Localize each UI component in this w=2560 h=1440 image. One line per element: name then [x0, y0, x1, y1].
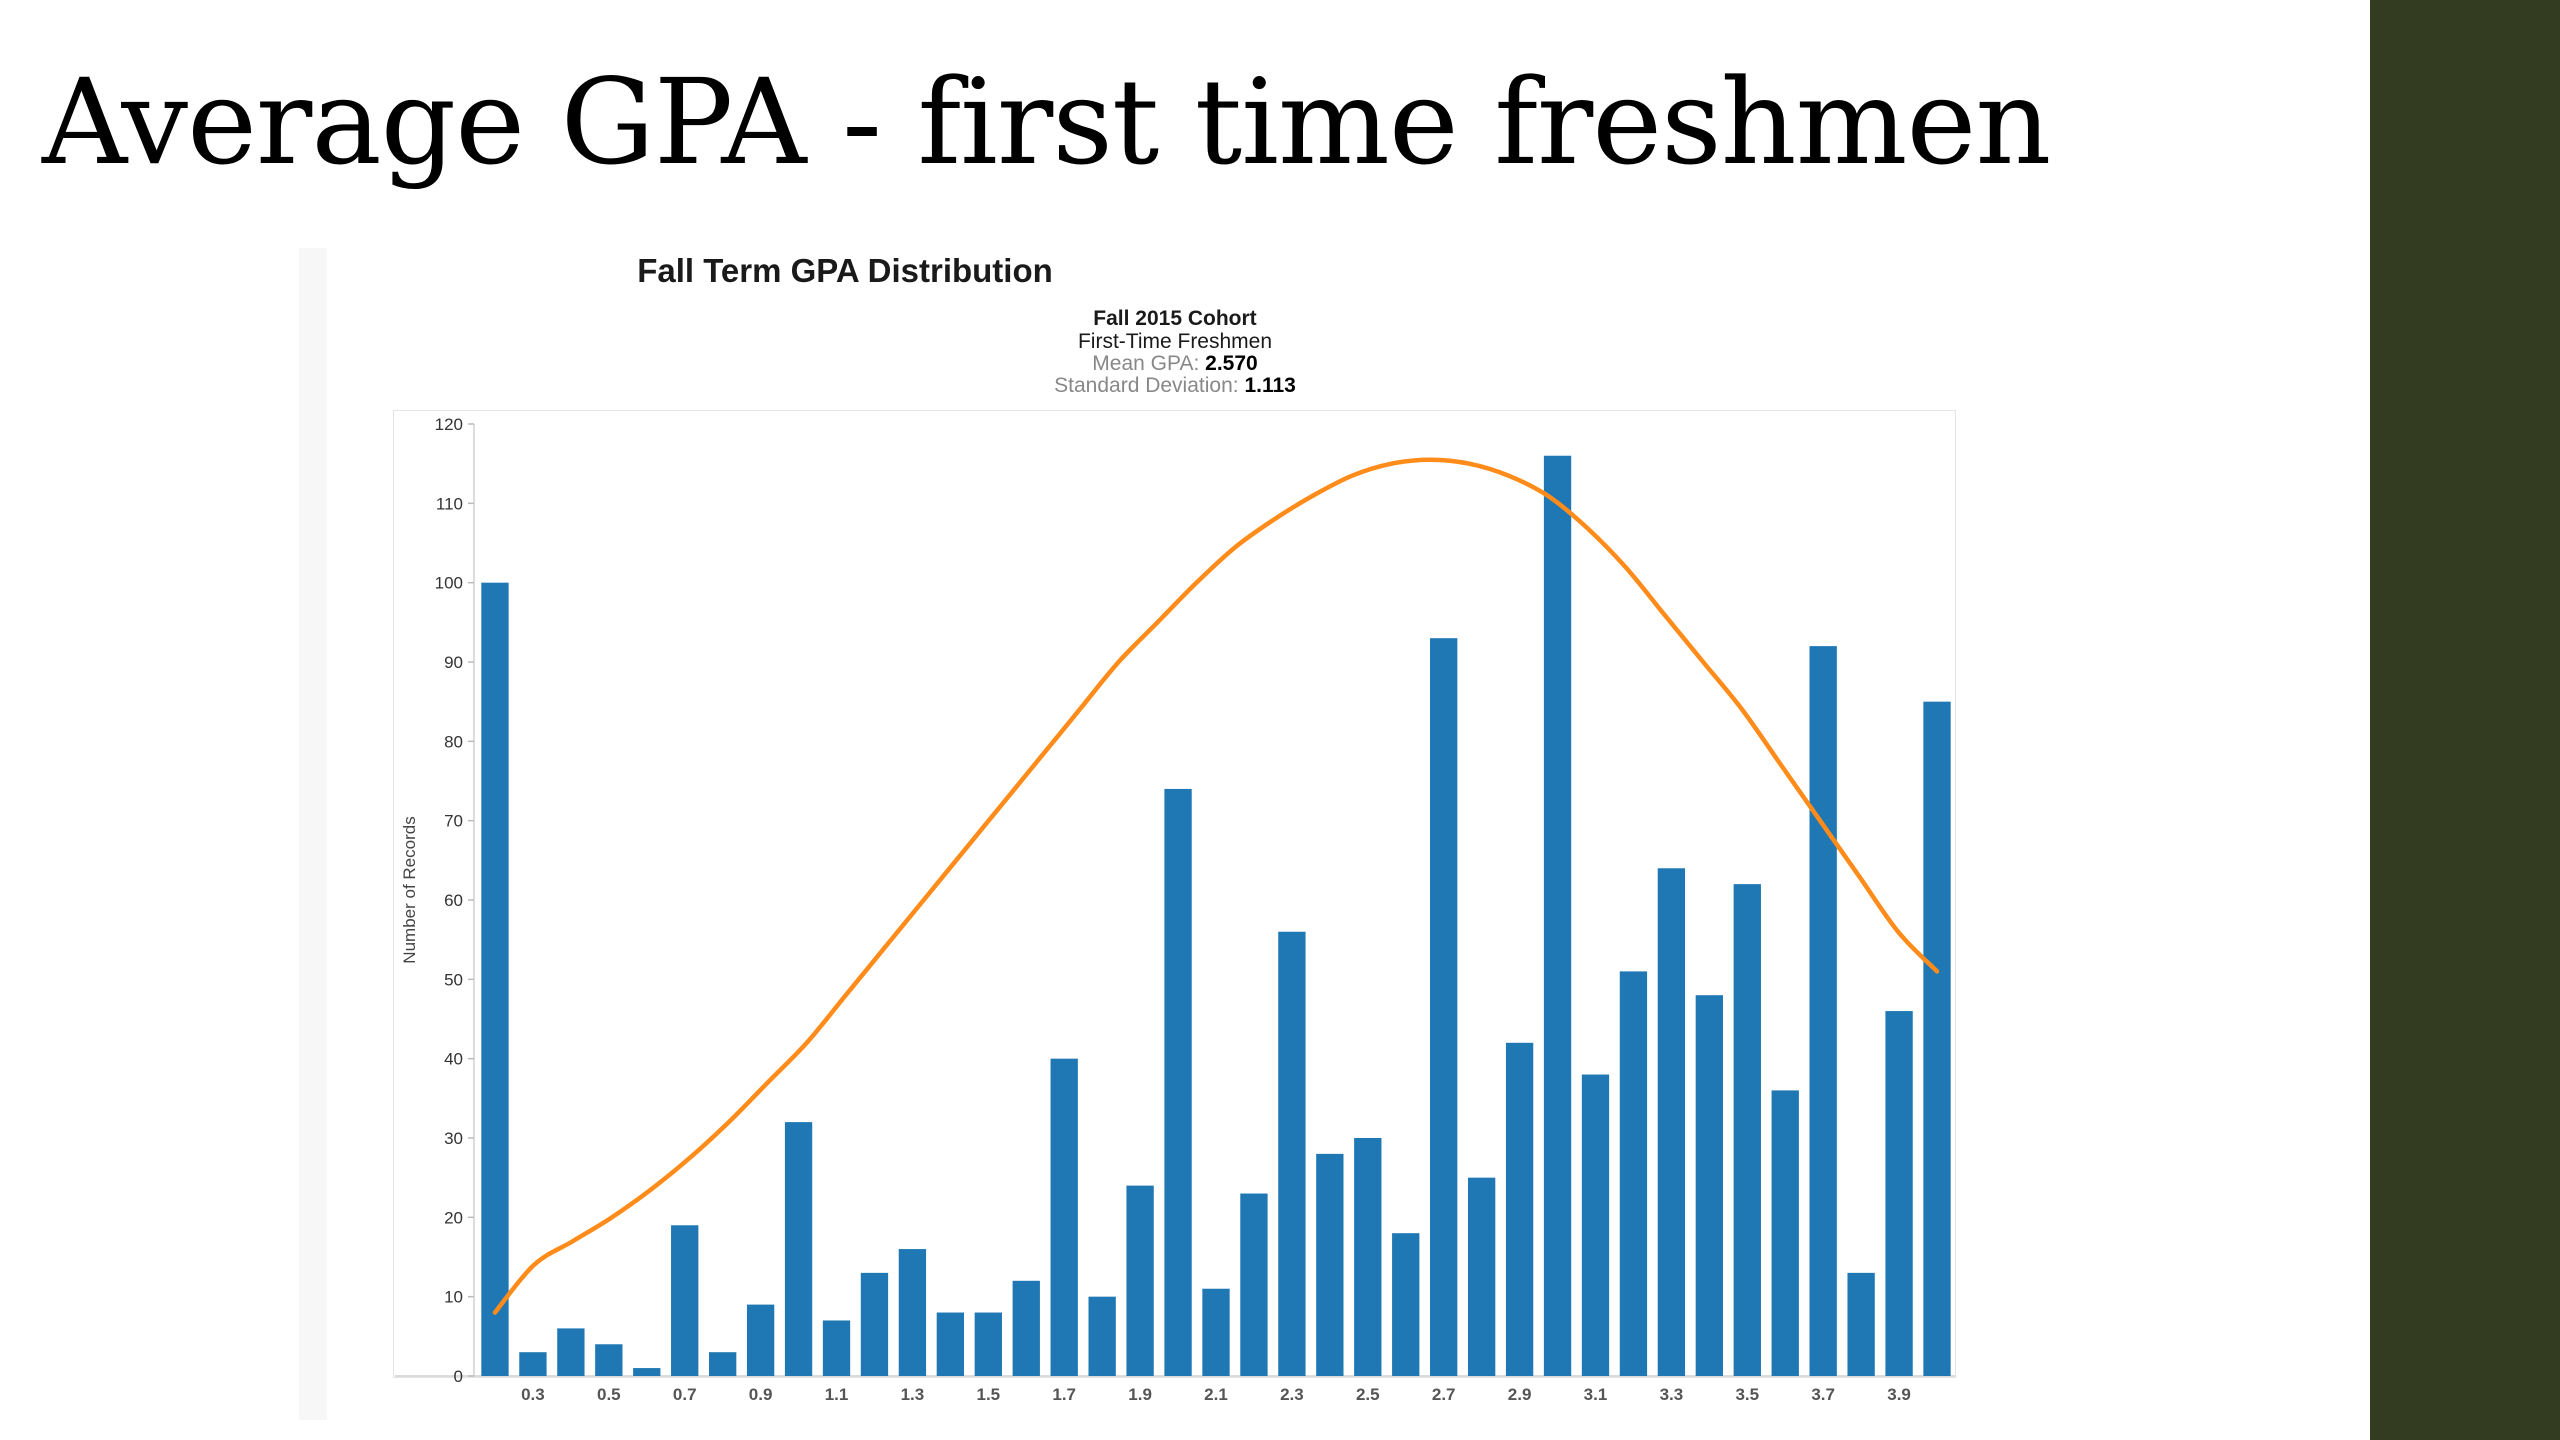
- bar-1.8: [1088, 1296, 1116, 1376]
- bar-2.1: [1202, 1288, 1230, 1376]
- bar-2.7: [1430, 638, 1458, 1376]
- y-tick-label: 50: [444, 970, 463, 989]
- bar-1.5: [974, 1312, 1002, 1376]
- normal-distribution-curve: [492, 457, 1940, 1315]
- x-tick-label: 3.1: [1584, 1385, 1608, 1404]
- y-tick-label: 110: [436, 494, 463, 513]
- bar-0.2: [481, 582, 509, 1376]
- bar-2.2: [1240, 1193, 1268, 1376]
- bar-2.5: [1354, 1138, 1382, 1376]
- bar-1.3: [898, 1249, 927, 1376]
- y-tick-label: 90: [444, 653, 463, 672]
- bar-3.1: [1581, 1074, 1610, 1376]
- y-tick-label: 0: [454, 1367, 463, 1386]
- x-tick-label: 2.9: [1508, 1385, 1532, 1404]
- mean-label: Mean GPA:: [1092, 352, 1200, 375]
- bar-0.8: [709, 1352, 737, 1376]
- bar-2.9: [1505, 1042, 1534, 1376]
- x-tick-label: 1.3: [901, 1385, 925, 1404]
- bar-1.4: [936, 1312, 965, 1376]
- bar-3.7: [1809, 646, 1837, 1376]
- bar-3.8: [1847, 1272, 1875, 1376]
- x-tick-label: 1.9: [1128, 1385, 1152, 1404]
- y-tick-label: 70: [444, 812, 463, 831]
- bar-1.7: [1050, 1058, 1078, 1376]
- x-tick-label: 0.3: [521, 1385, 545, 1404]
- chart-std-line: Standard Deviation: 1.113: [0, 375, 2350, 397]
- bar-1.9: [1126, 1185, 1154, 1376]
- bar-2.3: [1278, 931, 1306, 1376]
- x-tick-label: 0.9: [749, 1385, 773, 1404]
- bar-1.1: [822, 1320, 851, 1376]
- plot-frame: [393, 410, 1956, 1378]
- bar-2.4: [1316, 1153, 1344, 1376]
- bar-0.4: [557, 1328, 585, 1376]
- slide-title: Average GPA - first time freshmen: [42, 53, 2051, 191]
- chart-subtitle-group: First-Time Freshmen: [1077, 330, 1273, 353]
- bar-0.5: [595, 1344, 623, 1376]
- bar-2.0: [1164, 788, 1192, 1376]
- x-tick-label: 2.5: [1356, 1385, 1380, 1404]
- y-axis-label: Number of Records: [400, 816, 419, 964]
- y-tick-label: 20: [444, 1208, 463, 1227]
- bar-1.6: [1012, 1280, 1040, 1376]
- x-tick-label: 3.7: [1811, 1385, 1835, 1404]
- chart-title: Fall Term GPA Distribution: [637, 252, 1053, 289]
- bar-0.7: [671, 1225, 699, 1376]
- bar-3.6: [1771, 1090, 1799, 1376]
- y-tick-label: 100: [435, 574, 463, 593]
- bar-2.6: [1392, 1233, 1420, 1376]
- bar-1.2: [860, 1272, 889, 1376]
- x-tick-label: 2.1: [1204, 1385, 1228, 1404]
- bar-0.9: [746, 1304, 775, 1376]
- bar-0.6: [633, 1368, 661, 1376]
- bar-3.3: [1657, 868, 1686, 1376]
- y-tick-label: 30: [444, 1129, 463, 1148]
- y-tick-label: 120: [435, 415, 463, 434]
- bar-1.0: [784, 1122, 813, 1376]
- x-tick-label: 1.5: [976, 1385, 1000, 1404]
- y-tick-label: 40: [444, 1050, 463, 1069]
- x-tick-label: 3.9: [1887, 1385, 1911, 1404]
- slide-accent-bar: [2370, 0, 2560, 1440]
- x-tick-label: 0.5: [597, 1385, 621, 1404]
- y-tick-label: 80: [444, 732, 463, 751]
- bar-3.4: [1695, 995, 1723, 1376]
- x-tick-label: 1.7: [1052, 1385, 1076, 1404]
- x-tick-label: 0.7: [673, 1385, 697, 1404]
- x-tick-label: 2.3: [1280, 1385, 1304, 1404]
- x-tick-label: 3.3: [1660, 1385, 1684, 1404]
- bar-3.0: [1543, 455, 1572, 1376]
- bar-3.9: [1885, 1011, 1913, 1376]
- chart-mean-line: Mean GPA: 2.570: [0, 353, 2350, 375]
- x-tick-label: 3.5: [1735, 1385, 1759, 1404]
- bar-3.5: [1733, 884, 1761, 1376]
- x-tick-label: 1.1: [825, 1385, 849, 1404]
- chart-subtitle-cohort: Fall 2015 Cohort: [1093, 307, 1257, 330]
- bar-2.8: [1467, 1177, 1496, 1376]
- y-tick-label: 60: [444, 891, 463, 910]
- bar-0.3: [519, 1352, 547, 1376]
- bar-4.0: [1923, 701, 1951, 1376]
- x-tick-label: 2.7: [1432, 1385, 1456, 1404]
- y-tick-label: 10: [444, 1288, 463, 1307]
- std-label: Standard Deviation:: [1054, 374, 1239, 397]
- bar-3.2: [1619, 971, 1648, 1376]
- std-value: 1.113: [1244, 374, 1296, 397]
- mean-value: 2.570: [1205, 352, 1258, 375]
